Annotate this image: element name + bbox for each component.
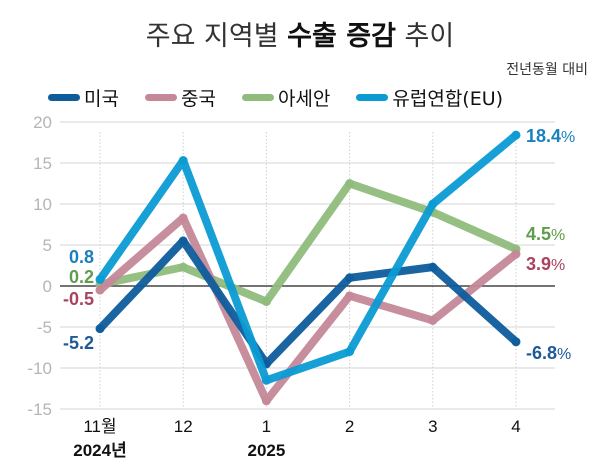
x-tick-label: 4 <box>511 417 520 436</box>
start-value-label: -5.2 <box>63 333 94 353</box>
y-tick-label: -5 <box>37 318 52 337</box>
y-tick-label: 5 <box>43 236 52 255</box>
y-tick-label: 10 <box>33 195 52 214</box>
legend-item: 미국 <box>48 84 119 111</box>
percent-sign: % <box>557 346 571 363</box>
data-point <box>428 262 438 272</box>
y-tick-label: 15 <box>33 154 52 173</box>
title-suffix: 추이 <box>395 21 455 52</box>
data-point <box>428 315 438 325</box>
legend-swatch <box>48 94 80 101</box>
legend-item: 중국 <box>144 84 216 111</box>
chart-subtitle: 전년동월 대비 <box>506 62 588 78</box>
series-line-3 <box>96 131 520 385</box>
percent-sign: % <box>561 129 575 146</box>
x-tick-label: 12 <box>174 417 193 436</box>
y-tick-label: 20 <box>33 113 52 132</box>
percent-sign: % <box>551 227 565 244</box>
data-point <box>345 179 355 188</box>
x-year-label: 2025 <box>247 441 285 460</box>
legend-item: 아세안 <box>241 84 331 111</box>
data-point <box>178 213 188 223</box>
legend-label: 미국 <box>84 88 119 110</box>
legend-label: 아세안 <box>277 88 331 110</box>
legend-label: 유럽연합(EU) <box>392 88 504 110</box>
y-tick-label: -10 <box>27 359 52 378</box>
legend-swatch <box>241 94 274 101</box>
legend-swatch <box>144 94 177 101</box>
series-line-0 <box>96 236 520 368</box>
legend-label: 중국 <box>180 88 216 110</box>
data-point <box>95 285 105 295</box>
legend-item: 유럽연합(EU) <box>356 84 503 111</box>
start-value-label: 0.8 <box>69 247 94 267</box>
percent-sign: % <box>551 257 565 274</box>
data-point <box>178 156 188 166</box>
data-point <box>345 347 355 357</box>
end-value-label: -6.8% <box>526 343 571 363</box>
y-tick-label: -15 <box>27 400 52 419</box>
data-point <box>511 130 521 140</box>
data-point <box>95 274 105 284</box>
title-prefix: 주요 지역별 <box>145 21 288 52</box>
data-point <box>178 236 188 246</box>
legend: 미국 중국 아세안 유럽연합(EU) <box>48 84 503 111</box>
x-tick-label: 11월 <box>83 417 116 436</box>
data-point <box>95 324 105 334</box>
data-point <box>261 375 271 385</box>
data-point <box>345 273 355 283</box>
x-tick-label: 1 <box>262 417 271 436</box>
end-value-label: 3.9% <box>526 254 565 274</box>
start-value-label: -0.5 <box>63 289 94 309</box>
x-tick-label: 3 <box>428 417 437 436</box>
data-point <box>261 297 271 307</box>
start-value-label: 0.2 <box>69 267 94 287</box>
data-point <box>511 337 521 347</box>
end-value-label: 18.4% <box>526 126 575 146</box>
data-point <box>428 199 438 209</box>
end-value-label: 4.5% <box>526 224 565 244</box>
series-line-1 <box>96 213 520 405</box>
data-point <box>261 396 271 406</box>
x-year-label: 2024년 <box>73 441 126 460</box>
title-emphasis: 수출 증감 <box>287 21 396 52</box>
y-tick-label: 0 <box>43 277 52 296</box>
x-tick-label: 2 <box>345 417 354 436</box>
chart-title: 주요 지역별 수출 증감 추이 <box>0 14 600 53</box>
legend-swatch <box>356 94 389 101</box>
data-point <box>511 249 521 259</box>
data-point <box>178 262 188 272</box>
data-point <box>345 291 355 301</box>
series-line-2 <box>96 179 520 306</box>
